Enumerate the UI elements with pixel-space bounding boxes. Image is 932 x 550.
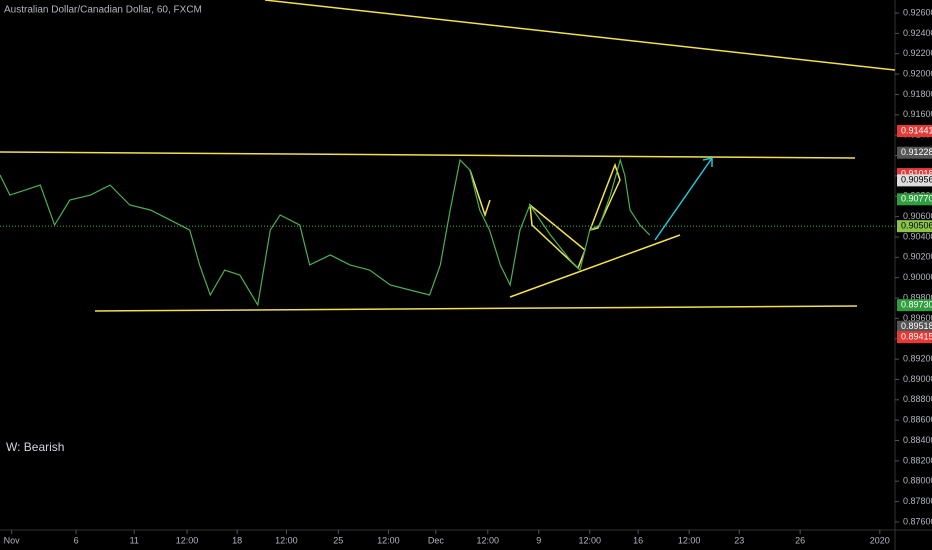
x-tick-label: 16 <box>633 535 643 545</box>
chart-title: Australian Dollar/Canadian Dollar, 60, F… <box>4 5 202 16</box>
price-label: 0.90506 <box>901 221 932 231</box>
x-tick-label: 11 <box>130 535 139 545</box>
x-tick-label: 18 <box>232 535 242 545</box>
price-label: 0.91228 <box>901 147 932 157</box>
price-label: 0.89518 <box>901 321 932 331</box>
price-label-box <box>897 146 932 159</box>
price-label: 0.90956 <box>901 175 932 185</box>
price-label-box <box>897 331 932 344</box>
price-label-box <box>897 124 932 137</box>
flag-pattern <box>588 162 621 232</box>
price-label: 0.90770 <box>901 194 932 204</box>
x-tick-label: 9 <box>536 535 541 545</box>
x-tick-label: 12:00 <box>477 535 500 545</box>
x-tick-label: 25 <box>333 535 343 545</box>
price-label: 0.89415 <box>901 332 932 342</box>
resistance-line <box>0 151 856 159</box>
price-label: 0.89730 <box>901 300 932 310</box>
price-label-box <box>897 220 932 233</box>
x-tick-label: 6 <box>74 535 79 545</box>
x-tick-label: 26 <box>795 535 805 545</box>
x-tick-label: Dec <box>428 535 445 545</box>
x-tick-label: 12:00 <box>176 535 199 545</box>
price-label: 0.91018 <box>901 168 932 178</box>
x-tick-label: 12:00 <box>275 535 298 545</box>
price-label-box <box>897 299 932 312</box>
trend-line <box>264 0 896 71</box>
flag-pattern <box>469 169 491 218</box>
annotation: W: Bearish <box>6 440 64 454</box>
y-tick-label: 0.87600 <box>903 516 932 526</box>
rising-trend-line <box>509 234 681 298</box>
price-label-box <box>897 320 932 333</box>
x-tick-label: Nov <box>4 535 21 545</box>
x-tick-label: 12:00 <box>579 535 602 545</box>
x-tick-label: 12:00 <box>678 535 701 545</box>
price-label: 0.91441 <box>901 125 932 135</box>
x-tick-label: 2020 <box>870 535 890 545</box>
drawings <box>0 0 896 312</box>
support-line <box>94 305 858 312</box>
price-label-box <box>897 193 932 206</box>
x-tick-label: 23 <box>734 535 744 545</box>
price-line <box>0 157 651 307</box>
price-label-box <box>897 174 932 187</box>
projection-arrow <box>654 157 713 241</box>
x-tick-label: 12:00 <box>377 535 400 545</box>
